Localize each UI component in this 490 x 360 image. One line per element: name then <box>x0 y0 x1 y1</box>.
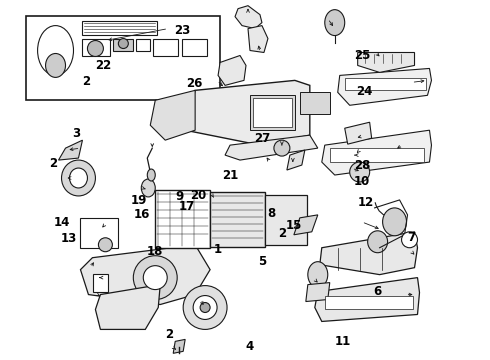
Text: 6: 6 <box>373 285 381 298</box>
Polygon shape <box>235 6 262 28</box>
Text: 17: 17 <box>178 200 195 213</box>
Bar <box>182 39 207 57</box>
Bar <box>330 148 424 162</box>
Text: 23: 23 <box>174 24 191 37</box>
Ellipse shape <box>119 39 128 49</box>
Ellipse shape <box>143 266 167 289</box>
Bar <box>253 98 292 127</box>
Ellipse shape <box>200 302 210 312</box>
Bar <box>94 274 108 292</box>
Polygon shape <box>248 26 268 53</box>
Text: 16: 16 <box>133 208 149 221</box>
Text: 7: 7 <box>407 231 415 244</box>
Text: 19: 19 <box>130 194 147 207</box>
Bar <box>136 39 150 50</box>
Text: 5: 5 <box>258 255 266 267</box>
Polygon shape <box>150 90 195 140</box>
Text: 2: 2 <box>49 157 57 170</box>
Text: 3: 3 <box>73 127 80 140</box>
Text: 25: 25 <box>354 49 370 62</box>
Polygon shape <box>294 215 318 235</box>
Ellipse shape <box>401 232 417 248</box>
Ellipse shape <box>70 168 87 188</box>
Bar <box>113 39 133 50</box>
Bar <box>250 95 295 130</box>
Polygon shape <box>185 80 310 145</box>
Ellipse shape <box>62 160 96 196</box>
Ellipse shape <box>87 41 103 57</box>
Ellipse shape <box>133 256 177 300</box>
Ellipse shape <box>38 26 74 75</box>
Text: 11: 11 <box>335 335 351 348</box>
Ellipse shape <box>183 285 227 329</box>
Ellipse shape <box>308 262 328 288</box>
Polygon shape <box>58 140 82 160</box>
Text: 24: 24 <box>357 85 373 98</box>
Text: 9: 9 <box>175 190 184 203</box>
Text: 12: 12 <box>358 196 374 209</box>
Polygon shape <box>306 283 330 302</box>
Text: 10: 10 <box>354 175 370 188</box>
Bar <box>210 192 265 247</box>
Text: 27: 27 <box>254 132 270 145</box>
Polygon shape <box>345 122 371 144</box>
Ellipse shape <box>98 238 112 252</box>
Polygon shape <box>173 339 185 353</box>
Bar <box>82 21 157 35</box>
Text: 14: 14 <box>54 216 71 229</box>
Polygon shape <box>320 232 417 275</box>
Polygon shape <box>80 245 210 305</box>
Bar <box>265 195 307 245</box>
Ellipse shape <box>368 231 388 253</box>
Polygon shape <box>322 130 432 175</box>
Bar <box>300 92 330 114</box>
Bar <box>82 39 110 57</box>
Ellipse shape <box>383 208 407 236</box>
Text: 2: 2 <box>165 328 173 341</box>
Bar <box>345 78 426 90</box>
Text: 28: 28 <box>354 159 370 172</box>
Ellipse shape <box>325 10 345 36</box>
Text: 15: 15 <box>286 219 302 232</box>
Ellipse shape <box>350 162 369 182</box>
Polygon shape <box>338 68 432 105</box>
Polygon shape <box>96 285 160 329</box>
Text: 4: 4 <box>246 339 254 352</box>
Text: 22: 22 <box>95 59 111 72</box>
Bar <box>155 190 210 248</box>
Text: 2: 2 <box>82 75 90 87</box>
Bar <box>153 39 178 57</box>
Polygon shape <box>287 150 305 170</box>
Ellipse shape <box>274 140 290 156</box>
Ellipse shape <box>46 54 66 77</box>
Text: 8: 8 <box>268 207 276 220</box>
Bar <box>80 218 119 248</box>
Text: 2: 2 <box>278 226 287 239</box>
Ellipse shape <box>141 179 155 197</box>
Polygon shape <box>358 53 415 72</box>
Bar <box>25 15 220 100</box>
Text: 20: 20 <box>190 189 206 202</box>
Polygon shape <box>225 135 318 160</box>
Ellipse shape <box>147 169 155 181</box>
Text: 1: 1 <box>214 243 222 256</box>
Text: 18: 18 <box>147 245 163 258</box>
Text: 13: 13 <box>61 232 77 245</box>
Polygon shape <box>315 278 419 321</box>
Bar <box>325 296 413 310</box>
Text: 21: 21 <box>222 169 239 182</box>
Ellipse shape <box>193 296 217 319</box>
Polygon shape <box>218 55 246 85</box>
Text: 26: 26 <box>187 77 203 90</box>
